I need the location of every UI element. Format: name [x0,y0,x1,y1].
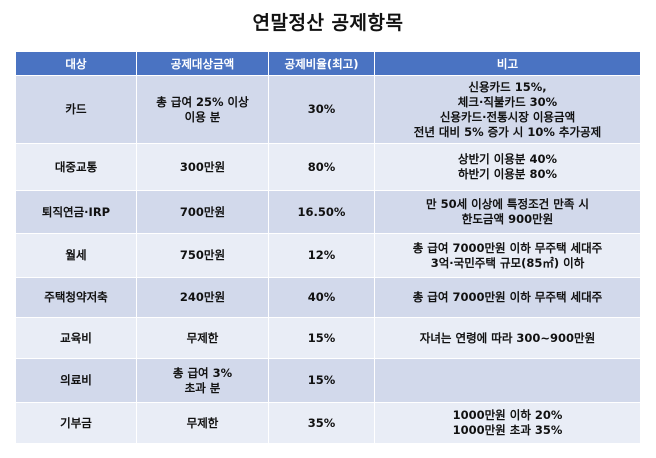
cell-note: 만 50세 이상에 특정조건 만족 시 한도금액 900만원 [374,190,641,234]
note-line: 3억·국민주택 규모(85㎡) 이하 [430,255,585,270]
cell-rate: 80% [268,143,375,191]
amount-line: 240만원 [179,290,226,304]
note-line: 신용카드 15%, [468,79,547,94]
cell-note: 상반기 이용분 40% 하반기 이용분 80% [374,143,641,191]
cell-amount: 240만원 [136,277,269,318]
note-line: 하반기 이용분 80% [457,167,557,181]
header-note: 비고 [374,51,641,76]
cell-amount: 700만원 [136,190,269,234]
note-line: 총 급여 7000만원 이하 무주택 세대주 [412,290,603,304]
cell-amount: 무제한 [136,402,269,444]
table-row: 의료비 총 급여 3% 초과 분 15% [15,358,641,403]
amount-line: 이용 분 [184,109,221,124]
table-row: 기부금 무제한 35% 1000만원 이하 20% 1000만원 초과 35% [15,402,641,444]
header-target: 대상 [15,51,137,76]
table-row: 교육비 무제한 15% 자녀는 연령에 따라 300~900만원 [15,317,641,359]
cell-note: 신용카드 15%, 체크·직불카드 30% 신용카드·전통시장 이용금액 전년 … [374,75,641,144]
cell-rate: 12% [268,233,375,278]
cell-rate: 35% [268,402,375,444]
note-line: 1000만원 이하 20% [452,408,563,422]
cell-target: 의료비 [15,358,137,403]
amount-line: 750만원 [179,248,226,262]
cell-note: 1000만원 이하 20% 1000만원 초과 35% [374,402,641,444]
cell-note: 자녀는 연령에 따라 300~900만원 [374,317,641,359]
cell-note: 총 급여 7000만원 이하 무주택 세대주 [374,277,641,318]
cell-target: 교육비 [15,317,137,359]
cell-target: 카드 [15,75,137,144]
note-line: 체크·직불카드 30% [457,94,558,109]
note-line: 전년 대비 5% 증가 시 10% 추가공제 [413,124,602,139]
cell-note: 총 급여 7000만원 이하 무주택 세대주 3억·국민주택 규모(85㎡) 이… [374,233,641,278]
table-row: 월세 750만원 12% 총 급여 7000만원 이하 무주택 세대주 3억·국… [15,233,641,278]
cell-target: 대중교통 [15,143,137,191]
cell-rate: 15% [268,358,375,403]
amount-line: 무제한 [186,415,219,430]
cell-amount: 300만원 [136,143,269,191]
table-row: 카드 총 급여 25% 이상 이용 분 30% 신용카드 15%, 체크·직불카… [15,75,641,144]
table-row: 주택청약저축 240만원 40% 총 급여 7000만원 이하 무주택 세대주 [15,277,641,318]
note-line: 만 50세 이상에 특정조건 만족 시 [426,197,589,211]
header-rate: 공제비율(최고) [268,51,375,76]
header-amount: 공제대상금액 [136,51,269,76]
deduction-table: 대상 공제대상금액 공제비율(최고) 비고 카드 총 급여 25% 이상 이용 … [15,51,641,444]
cell-amount: 총 급여 3% 초과 분 [136,358,269,403]
amount-line: 300만원 [179,159,226,174]
cell-rate: 16.50% [268,190,375,234]
table-header-row: 대상 공제대상금액 공제비율(최고) 비고 [15,51,641,76]
cell-note [374,358,641,403]
cell-rate: 15% [268,317,375,359]
cell-rate: 30% [268,75,375,144]
cell-amount: 무제한 [136,317,269,359]
cell-target: 기부금 [15,402,137,444]
note-line: 한도금액 900만원 [461,212,554,226]
cell-amount: 총 급여 25% 이상 이용 분 [136,75,269,144]
note-line: 1000만원 초과 35% [452,423,563,437]
amount-line: 총 급여 3% [172,365,233,380]
cell-target: 월세 [15,233,137,278]
note-line: 총 급여 7000만원 이하 무주택 세대주 [412,240,603,255]
note-line: 자녀는 연령에 따라 300~900만원 [419,330,596,345]
cell-amount: 750만원 [136,233,269,278]
table-row: 대중교통 300만원 80% 상반기 이용분 40% 하반기 이용분 80% [15,143,641,191]
page-title: 연말정산 공제항목 [252,12,404,34]
note-line: 신용카드·전통시장 이용금액 [439,109,576,124]
table-row: 퇴직연금·IRP 700만원 16.50% 만 50세 이상에 특정조건 만족 … [15,190,641,234]
note-line: 상반기 이용분 40% [457,152,557,166]
amount-line: 초과 분 [184,380,221,395]
cell-target: 퇴직연금·IRP [15,190,137,234]
amount-line: 총 급여 25% 이상 [156,94,249,109]
amount-line: 무제한 [186,330,219,345]
cell-rate: 40% [268,277,375,318]
cell-target: 주택청약저축 [15,277,137,318]
amount-line: 700만원 [179,204,226,219]
